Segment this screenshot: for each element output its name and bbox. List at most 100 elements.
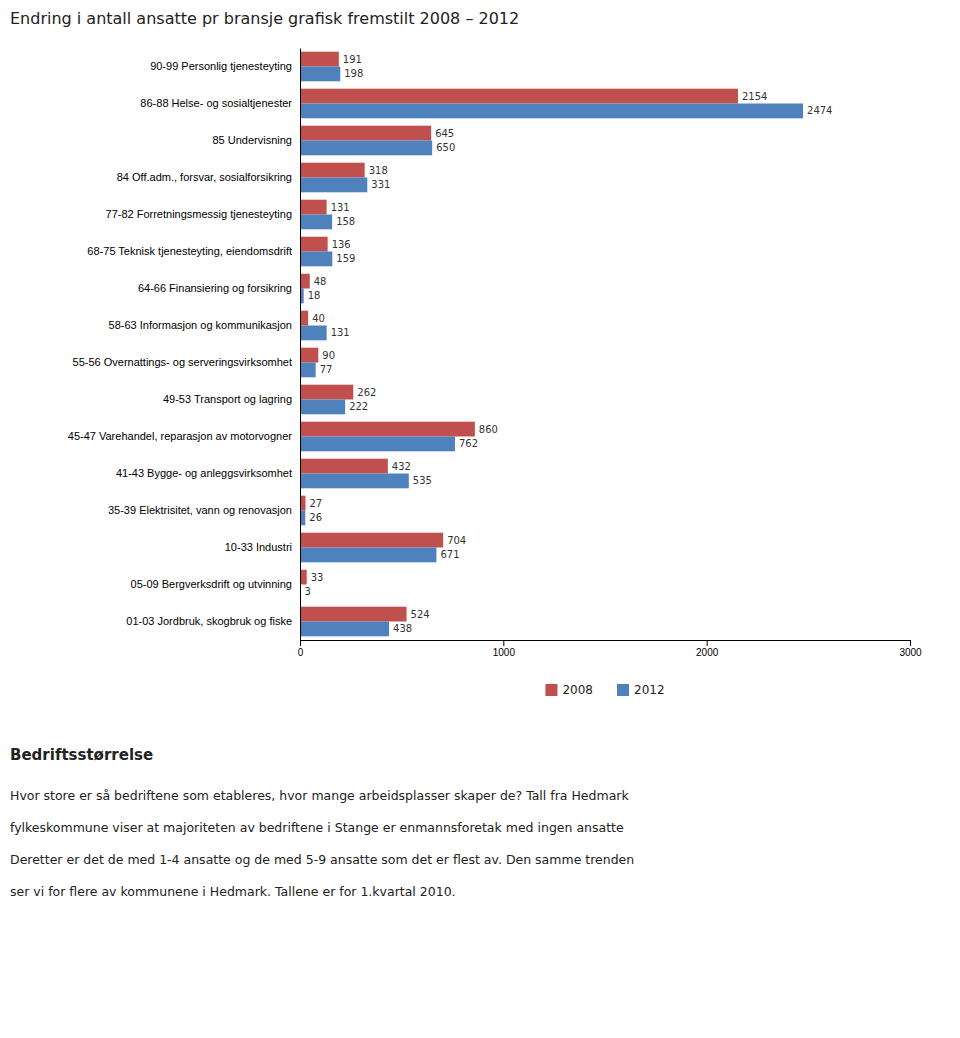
data-label: 26 bbox=[309, 512, 322, 523]
data-label: 131 bbox=[331, 327, 350, 338]
bar bbox=[300, 141, 432, 156]
y-tick: 84 Off.adm., forsvar, sosialforsikring bbox=[117, 171, 300, 183]
legend-swatch bbox=[545, 684, 557, 696]
data-label: 762 bbox=[459, 438, 478, 449]
y-tick: 86-88 Helse- og sosialtjenester bbox=[140, 97, 300, 109]
data-label: 18 bbox=[308, 290, 321, 301]
bar bbox=[300, 570, 307, 585]
y-tick-label: 84 Off.adm., forsvar, sosialforsikring bbox=[117, 171, 292, 183]
data-label: 262 bbox=[357, 387, 376, 398]
legend-item: 2008 bbox=[545, 683, 593, 697]
data-label: 159 bbox=[336, 253, 355, 264]
y-tick-label: 90-99 Personlig tjenesteyting bbox=[150, 60, 292, 72]
x-axis-line bbox=[301, 641, 911, 647]
bars bbox=[300, 52, 803, 637]
annotation-heading: Bedriftsstørrelse bbox=[10, 746, 153, 764]
y-tick: 68-75 Teknisk tjenesteyting, eiendomsdri… bbox=[87, 245, 300, 257]
y-tick: 05-09 Bergverksdrift og utvinning bbox=[131, 578, 300, 590]
y-tick: 90-99 Personlig tjenesteyting bbox=[150, 60, 300, 72]
y-tick: 35-39 Elektrisitet, vann og renovasjon bbox=[108, 504, 300, 516]
legend-swatch bbox=[617, 684, 629, 696]
x-tick: 0 bbox=[298, 640, 304, 658]
x-tick: 2000 bbox=[696, 640, 719, 658]
x-tick-mark bbox=[300, 640, 301, 646]
data-label: 432 bbox=[392, 461, 411, 472]
y-tick: 85 Undervisning bbox=[213, 134, 301, 146]
y-axis: 90-99 Personlig tjenesteyting 86-88 Helse… bbox=[68, 49, 301, 641]
data-label: 860 bbox=[479, 424, 498, 435]
annotation-line: ser vi for flere av kommunene i Hedmark.… bbox=[10, 884, 456, 899]
data-label: 645 bbox=[435, 128, 454, 139]
data-label: 650 bbox=[436, 142, 455, 153]
data-label: 438 bbox=[393, 623, 412, 634]
data-label: 318 bbox=[369, 165, 388, 176]
bar bbox=[300, 89, 738, 104]
bar bbox=[300, 326, 327, 341]
data-label: 2154 bbox=[742, 91, 767, 102]
bar bbox=[300, 459, 388, 474]
chart-svg: Endring i antall ansatte pr bransje graf… bbox=[0, 0, 960, 1038]
data-label: 191 bbox=[343, 54, 362, 65]
data-label: 33 bbox=[311, 572, 324, 583]
y-tick-label: 01-03 Jordbruk, skogbruk og fiske bbox=[126, 615, 292, 627]
bar bbox=[300, 274, 310, 289]
annotation-line: Hvor store er så bedriftene som etablere… bbox=[10, 788, 629, 803]
data-label: 90 bbox=[322, 350, 335, 361]
annotation-line: Deretter er det de med 1-4 ansatte og de… bbox=[10, 852, 634, 867]
y-tick-label: 10-33 Industri bbox=[225, 541, 292, 553]
y-tick: 10-33 Industri bbox=[225, 541, 300, 553]
data-labels: 1912154645318131136484090262860432277043… bbox=[305, 54, 833, 635]
y-tick-label: 05-09 Bergverksdrift og utvinning bbox=[131, 578, 292, 590]
y-tick: 64-66 Finansiering og forsikring bbox=[138, 282, 300, 294]
data-label: 40 bbox=[312, 313, 325, 324]
bar bbox=[300, 237, 328, 252]
y-tick: 49-53 Transport og lagring bbox=[163, 393, 300, 405]
y-tick: 77-82 Forretningsmessig tjenesteyting bbox=[106, 208, 300, 220]
bar bbox=[300, 548, 436, 563]
data-label: 2474 bbox=[807, 105, 832, 116]
bar bbox=[300, 215, 332, 230]
data-label: 48 bbox=[314, 276, 327, 287]
bar bbox=[300, 348, 318, 363]
data-label: 704 bbox=[447, 535, 466, 546]
data-label: 524 bbox=[411, 609, 430, 620]
y-tick: 01-03 Jordbruk, skogbruk og fiske bbox=[126, 615, 300, 627]
bar bbox=[300, 163, 365, 178]
y-tick: 41-43 Bygge- og anleggsvirksomhet bbox=[116, 467, 300, 479]
bar bbox=[300, 400, 345, 415]
plot: 1912154645318131136484090262860432277043… bbox=[68, 49, 922, 659]
x-tick-mark bbox=[910, 640, 911, 646]
y-tick-label: 49-53 Transport og lagring bbox=[163, 393, 292, 405]
data-label: 535 bbox=[413, 475, 432, 486]
y-tick-label: 41-43 Bygge- og anleggsvirksomhet bbox=[116, 467, 292, 479]
bar bbox=[300, 385, 353, 400]
bar bbox=[300, 126, 431, 141]
bar bbox=[300, 437, 455, 452]
data-label: 671 bbox=[440, 549, 459, 560]
y-tick: 58-63 Informasjon og kommunikasjon bbox=[109, 319, 300, 331]
legend-label: 2012 bbox=[634, 683, 665, 697]
bar bbox=[300, 178, 367, 193]
x-tick-label: 3000 bbox=[899, 647, 922, 658]
bar bbox=[300, 67, 340, 82]
x-tick-label: 0 bbox=[298, 647, 304, 658]
x-tick: 3000 bbox=[899, 640, 922, 658]
legend: 2008 2012 bbox=[545, 683, 664, 697]
bar bbox=[300, 104, 803, 119]
bar bbox=[300, 252, 332, 267]
data-label: 77 bbox=[320, 364, 333, 375]
y-axis-line bbox=[300, 49, 301, 641]
y-tick: 45-47 Varehandel, reparasjon av motorvog… bbox=[68, 430, 300, 442]
annotations: Bedriftsstørrelse Hvor store er så bedrif… bbox=[10, 746, 634, 899]
data-label: 131 bbox=[331, 202, 350, 213]
legend-item: 2012 bbox=[617, 683, 665, 697]
bar bbox=[300, 363, 316, 378]
bar bbox=[300, 422, 475, 437]
bar bbox=[300, 52, 339, 67]
x-tick-label: 1000 bbox=[493, 647, 516, 658]
data-label: 27 bbox=[309, 498, 322, 509]
y-tick-label: 68-75 Teknisk tjenesteyting, eiendomsdri… bbox=[87, 245, 292, 257]
y-tick-label: 45-47 Varehandel, reparasjon av motorvog… bbox=[68, 430, 293, 442]
x-tick-mark bbox=[503, 640, 504, 646]
bar bbox=[300, 200, 327, 215]
